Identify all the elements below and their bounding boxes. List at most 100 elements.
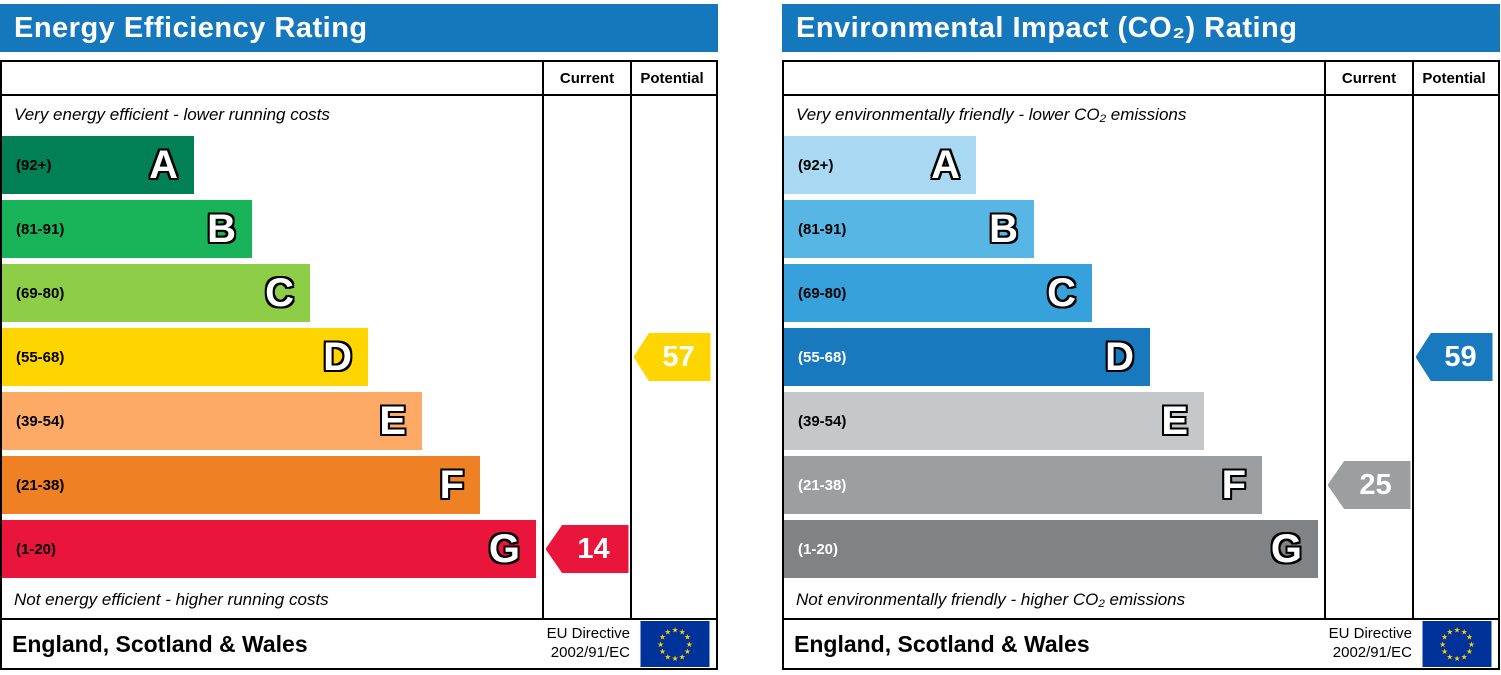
band-c: (69-80) C <box>784 264 1092 322</box>
energy-top-note: Very energy efficient - lower running co… <box>14 104 330 124</box>
band-row-c: (69-80) C <box>784 261 1498 325</box>
band-letter: D <box>1105 335 1134 379</box>
potential-cell <box>1412 96 1494 133</box>
potential-cell <box>630 517 712 581</box>
current-rating-value: 14 <box>577 532 610 565</box>
band-range-label: (39-54) <box>16 412 65 430</box>
energy-title-bar: Energy Efficiency Rating <box>0 4 718 52</box>
band-letter: C <box>1047 271 1076 315</box>
band-row-e: (39-54) E <box>2 389 716 453</box>
band-e: (39-54) E <box>784 392 1204 450</box>
eu-directive-label: EU Directive 2002/91/EC <box>546 625 630 661</box>
band-letter: C <box>265 271 294 315</box>
potential-cell <box>630 197 712 261</box>
current-cell <box>1324 96 1412 133</box>
svg-text:★: ★ <box>1441 633 1448 642</box>
band-e: (39-54) E <box>2 392 422 450</box>
band-row-a: (92+) A <box>784 133 1498 197</box>
svg-text:★: ★ <box>1466 647 1473 656</box>
column-header-row: Current Potential <box>2 62 716 96</box>
potential-cell <box>630 96 712 133</box>
environmental-chart-box: Current Potential Very environmentally f… <box>782 60 1500 670</box>
potential-rating-value: 59 <box>1444 340 1477 373</box>
current-cell <box>1324 133 1412 197</box>
band-row-d: (55-68) D 59 <box>784 325 1498 389</box>
band-row-b: (81-91) B <box>784 197 1498 261</box>
band-b: (81-91) B <box>784 200 1034 258</box>
band-row-e: (39-54) E <box>784 389 1498 453</box>
top-note-row: Very energy efficient - lower running co… <box>2 96 716 133</box>
current-column-header: Current <box>1324 62 1412 94</box>
eu-flag-icon: ★ ★★ ★★★ ★★★ ★★★ <box>640 621 710 667</box>
current-cell <box>542 389 630 453</box>
potential-rating-arrow: 57 <box>633 333 711 381</box>
eu-flag-icon: ★ ★★ ★★★ ★★★ ★★★ <box>1422 621 1492 667</box>
environmental-top-note: Very environmentally friendly - lower CO… <box>796 104 1187 124</box>
svg-text:★: ★ <box>684 633 691 642</box>
current-cell <box>1324 197 1412 261</box>
potential-column-header: Potential <box>630 62 712 94</box>
band-row-a: (92+) A <box>2 133 716 197</box>
svg-text:★: ★ <box>1461 652 1468 661</box>
band-range-label: (55-68) <box>16 348 65 366</box>
current-rating-arrow: 14 <box>545 525 629 573</box>
current-cell: 14 <box>542 517 630 581</box>
current-cell <box>1324 325 1412 389</box>
svg-text:★: ★ <box>672 654 679 663</box>
region-label: England, Scotland & Wales <box>794 630 1090 657</box>
potential-cell <box>630 453 712 517</box>
svg-text:★: ★ <box>1454 654 1461 663</box>
environmental-title-bar: Environmental Impact (CO₂) Rating <box>782 4 1500 52</box>
potential-cell: 59 <box>1412 325 1494 389</box>
band-letter: G <box>1270 527 1302 571</box>
band-range-label: (21-38) <box>798 476 847 494</box>
band-g: (1-20) G <box>784 520 1318 578</box>
potential-cell <box>1412 133 1494 197</box>
environmental-bottom-note: Not environmentally friendly - higher CO… <box>796 589 1186 609</box>
potential-rating-value: 57 <box>662 340 695 373</box>
current-rating-arrow: 25 <box>1327 461 1411 509</box>
band-letter: G <box>488 527 520 571</box>
current-cell <box>1324 261 1412 325</box>
footer: England, Scotland & Wales EU Directive 2… <box>784 618 1498 668</box>
band-letter: A <box>149 143 178 187</box>
band-letter: E <box>1161 399 1188 443</box>
current-cell <box>1324 389 1412 453</box>
band-row-f: (21-38) F <box>2 453 716 517</box>
band-range-label: (69-80) <box>16 284 65 302</box>
svg-text:★: ★ <box>659 647 666 656</box>
header-spacer <box>784 62 1324 94</box>
potential-cell <box>630 389 712 453</box>
svg-text:★: ★ <box>1441 647 1448 656</box>
svg-text:★: ★ <box>659 633 666 642</box>
environmental-impact-panel: Environmental Impact (CO₂) Rating Curren… <box>782 4 1500 670</box>
svg-text:★: ★ <box>686 640 693 649</box>
svg-text:★: ★ <box>1439 640 1446 649</box>
current-cell <box>542 96 630 133</box>
energy-chart-box: Current Potential Very energy efficient … <box>0 60 718 670</box>
environmental-chart-title: Environmental Impact (CO₂) Rating <box>796 11 1298 44</box>
energy-efficiency-panel: Energy Efficiency Rating Current Potenti… <box>0 4 718 670</box>
potential-cell <box>1412 517 1494 581</box>
potential-cell <box>1412 389 1494 453</box>
band-letter: E <box>379 399 406 443</box>
current-cell <box>542 325 630 389</box>
potential-rating-arrow: 59 <box>1415 333 1493 381</box>
current-cell <box>542 581 630 618</box>
band-range-label: (21-38) <box>16 476 65 494</box>
band-range-label: (55-68) <box>798 348 847 366</box>
potential-cell <box>1412 197 1494 261</box>
bottom-note-row: Not environmentally friendly - higher CO… <box>784 581 1498 618</box>
current-cell <box>542 197 630 261</box>
band-range-label: (81-91) <box>798 220 847 238</box>
band-row-d: (55-68) D 57 <box>2 325 716 389</box>
header-spacer <box>2 62 542 94</box>
current-cell: 25 <box>1324 453 1412 517</box>
potential-cell <box>630 133 712 197</box>
band-row-g: (1-20) G 14 <box>2 517 716 581</box>
svg-text:★: ★ <box>672 626 679 635</box>
svg-text:★: ★ <box>679 652 686 661</box>
svg-text:★: ★ <box>1446 627 1453 636</box>
energy-chart-title: Energy Efficiency Rating <box>14 11 368 44</box>
